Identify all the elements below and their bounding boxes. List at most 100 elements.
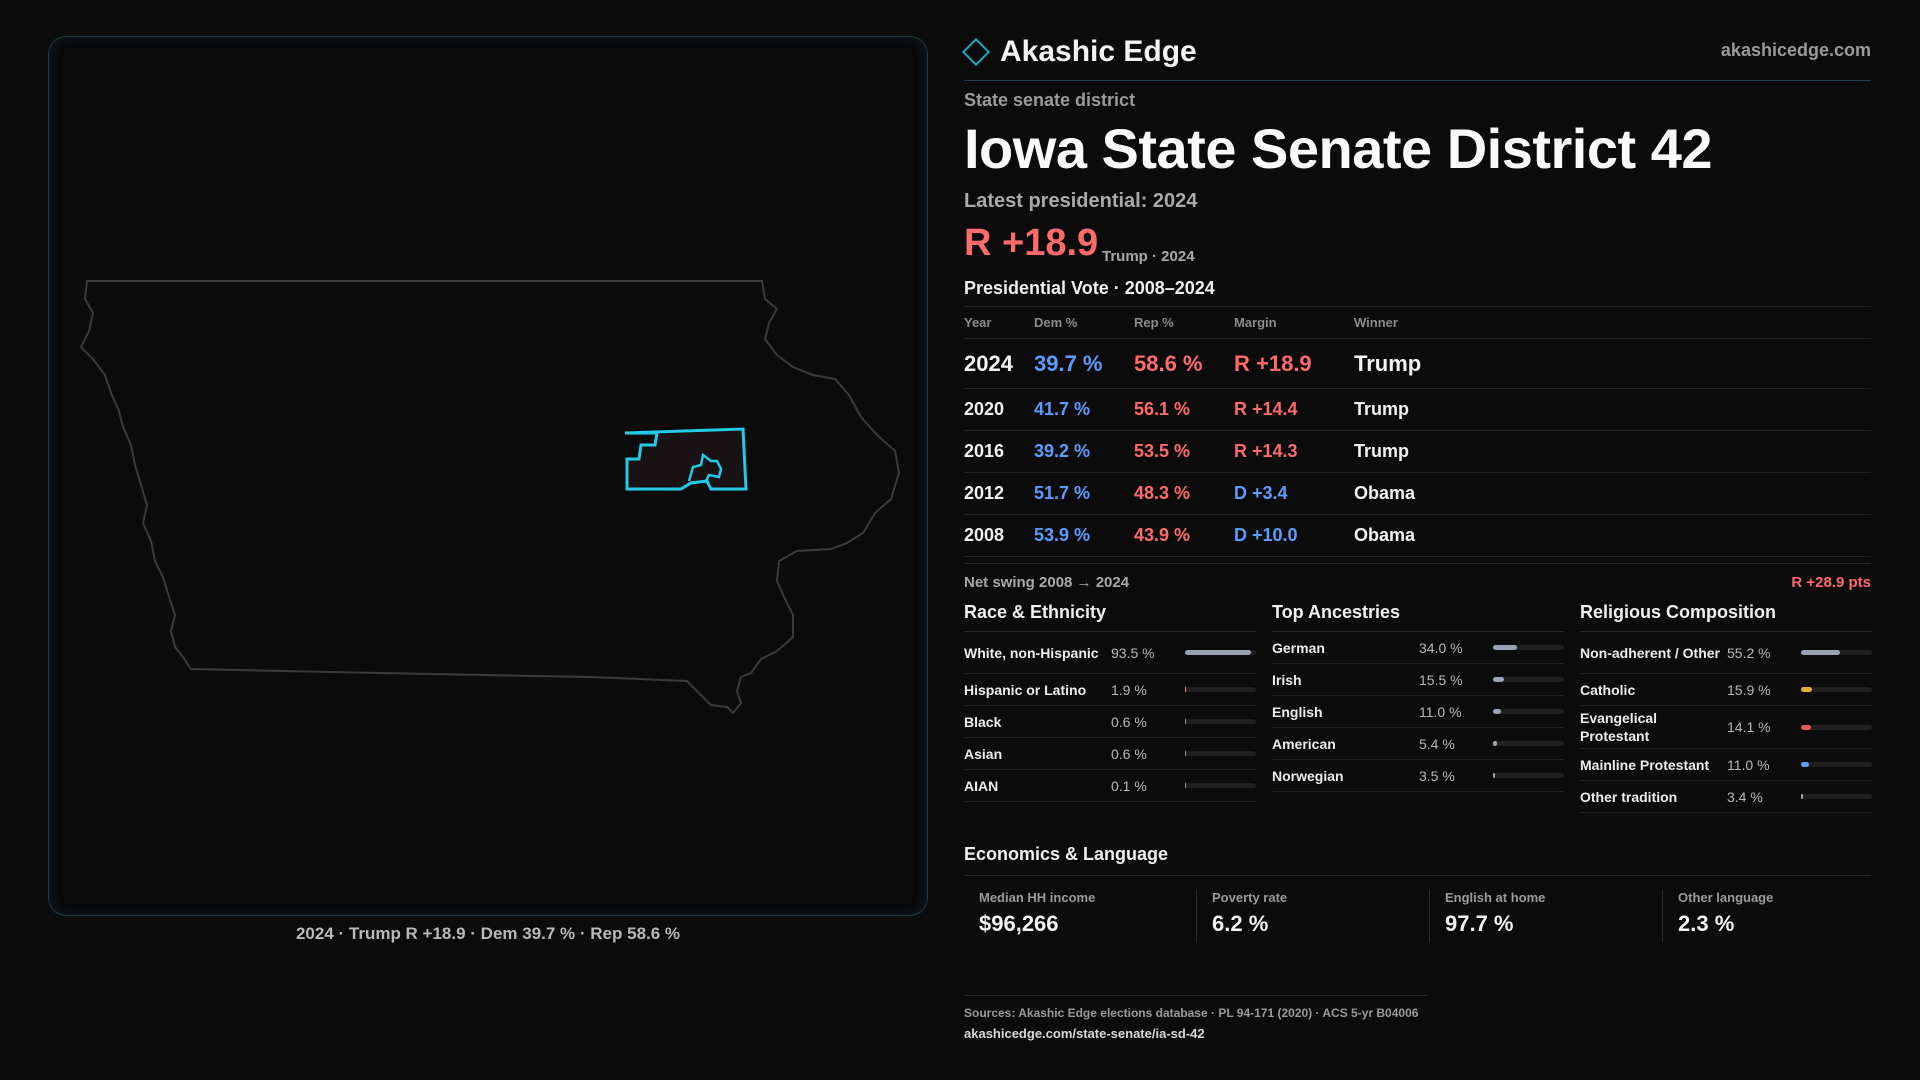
row-dem: 53.9 % [1034,525,1091,545]
item-label: Catholic [1580,681,1636,698]
site-link[interactable]: akashicedge.com [1720,40,1871,60]
section-title: Race & Ethnicity [964,602,1256,632]
econ-stat-income: Median HH income $96,266 [964,890,1179,942]
row-year: 2020 [964,399,1005,419]
item-label: Non-adherent / Other [1580,644,1721,661]
district-42-inner-boundary [687,452,723,484]
col-header-dem: Dem % [1034,315,1078,330]
list-item: English 11.0 % [1272,696,1564,728]
map-caption: 2024 · Trump R +18.9 · Dem 39.7 % · Rep … [295,924,681,943]
item-bar-fill [1801,724,1811,730]
item-pct: 93.5 % [1111,644,1155,661]
item-bar [1493,677,1564,682]
item-label: Norwegian [1272,767,1344,784]
item-pct: 15.5 % [1419,671,1463,688]
table-row: 2024 39.7 % 58.6 % R +18.9 Trump [964,338,1871,388]
item-bar [1493,741,1564,746]
table-row: 2008 53.9 % 43.9 % D +10.0 Obama [964,514,1871,556]
item-bar [1185,650,1256,655]
stat-label: Median HH income [979,890,1096,905]
item-pct: 11.0 % [1419,703,1462,720]
item-bar-fill [1493,741,1497,746]
religion-section: Religious Composition Non-adherent / Oth… [1580,602,1872,813]
latest-margin: R +18.9 [964,222,1099,264]
item-label: American [1272,735,1336,752]
row-margin: R +14.4 [1234,399,1298,419]
row-year: 2016 [964,441,1005,461]
econ-stat-english: English at home 97.7 % [1429,890,1644,942]
row-margin: D +10.0 [1234,525,1298,545]
item-bar [1801,724,1872,730]
item-bar-fill [1185,687,1187,692]
item-bar-fill [1801,794,1804,799]
item-pct: 0.6 % [1111,713,1147,730]
economics-title: Economics & Language [964,844,1871,876]
row-winner: Obama [1354,483,1416,503]
item-label: Evangelical Protestant [1580,710,1658,744]
net-swing-value: R +28.9 pts [1791,574,1871,591]
row-dem: 39.7 % [1034,350,1103,376]
list-item: Norwegian 3.5 % [1272,760,1564,792]
item-pct: 11.0 % [1727,756,1770,773]
sources-text: Sources: Akashic Edge elections database… [964,1006,1419,1020]
item-bar-fill [1185,719,1187,724]
page-title: Iowa State Senate District 42 [964,117,1713,180]
item-bar [1801,762,1872,767]
row-margin: R +18.9 [1234,350,1312,376]
item-pct: 5.4 % [1419,735,1455,752]
page-url-link[interactable]: akashicedge.com/state-senate/ia-sd-42 [964,1026,1205,1041]
item-bar [1801,794,1872,799]
row-margin: R +14.3 [1234,441,1298,461]
district-42-shape[interactable] [624,427,748,491]
table-row: 2012 51.7 % 48.3 % D +3.4 Obama [964,472,1871,514]
stat-value: 97.7 % [1445,911,1514,936]
latest-presidential-label: Latest presidential: 2024 [964,190,1198,212]
row-rep: 56.1 % [1134,399,1191,419]
list-item: Black 0.6 % [964,706,1256,738]
item-label: Black [964,713,1002,730]
list-item: American 5.4 % [1272,728,1564,760]
row-winner: Trump [1354,399,1410,419]
list-item: German 34.0 % [1272,632,1564,664]
col-header-year: Year [964,315,992,330]
item-label: Hispanic or Latino [964,681,1087,698]
econ-stat-other-language: Other language 2.3 % [1662,890,1877,942]
table-row: 2020 41.7 % 56.1 % R +14.4 Trump [964,388,1871,430]
item-bar [1801,687,1872,692]
map-panel[interactable] [48,36,928,916]
item-pct: 34.0 % [1419,639,1463,656]
item-bar-fill [1493,773,1496,778]
row-rep: 48.3 % [1134,483,1191,503]
brand-name: Akashic Edge [1000,35,1197,68]
item-bar-fill [1185,650,1252,655]
econ-stat-poverty: Poverty rate 6.2 % [1196,890,1411,942]
row-dem: 41.7 % [1034,399,1091,419]
footer-divider [964,995,1428,996]
list-item: AIAN 0.1 % [964,770,1256,802]
net-swing: Net swing 2008 → 2024 R +28.9 pts [964,563,1871,591]
district-map[interactable] [49,37,929,917]
item-pct: 3.5 % [1419,767,1455,784]
table-row: 2016 39.2 % 53.5 % R +14.3 Trump [964,430,1871,472]
brand[interactable]: Akashic Edge [961,32,1197,72]
item-bar [1801,650,1872,655]
table-bottom-rule [964,556,1871,557]
list-item: Mainline Protestant 11.0 % [1580,749,1872,781]
stat-label: English at home [1445,890,1546,905]
list-item: Other tradition 3.4 % [1580,781,1872,813]
section-title: Top Ancestries [1272,602,1564,632]
row-rep: 53.5 % [1134,441,1191,461]
item-bar-fill [1801,687,1813,692]
list-item: White, non-Hispanic 93.5 % [964,632,1256,674]
item-pct: 3.4 % [1727,788,1763,805]
vote-table-title: Presidential Vote · 2008–2024 [964,278,1215,298]
row-dem: 51.7 % [1034,483,1091,503]
net-swing-label: Net swing 2008 → 2024 [964,574,1130,591]
section-title: Religious Composition [1580,602,1872,632]
list-item: Evangelical Protestant 14.1 % [1580,706,1872,749]
item-pct: 0.1 % [1111,777,1147,794]
race-ethnicity-section: Race & Ethnicity White, non-Hispanic 93.… [964,602,1256,802]
item-bar [1185,719,1256,724]
row-year: 2012 [964,483,1005,503]
results-table: Year Dem % Rep % Margin Winner 2024 39.7… [964,306,1871,557]
